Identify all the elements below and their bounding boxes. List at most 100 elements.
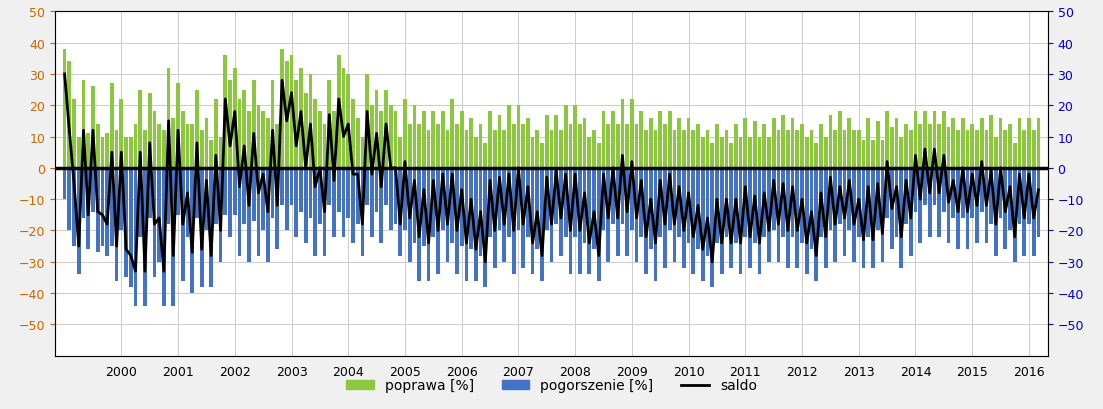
- Bar: [336, 169, 341, 212]
- Bar: [545, 115, 548, 169]
- Bar: [417, 169, 421, 281]
- Bar: [588, 137, 591, 169]
- Bar: [309, 75, 312, 169]
- Bar: [125, 137, 128, 169]
- Bar: [176, 169, 180, 215]
- Bar: [540, 144, 544, 169]
- Bar: [299, 169, 303, 212]
- Bar: [82, 169, 85, 218]
- Bar: [110, 169, 114, 247]
- Bar: [210, 140, 213, 169]
- Bar: [332, 112, 336, 169]
- Line: saldo: saldo: [65, 75, 1038, 272]
- Bar: [148, 94, 151, 169]
- Bar: [1031, 169, 1036, 256]
- Bar: [861, 140, 866, 169]
- Bar: [427, 169, 430, 281]
- Bar: [63, 169, 66, 200]
- Bar: [86, 134, 90, 169]
- Bar: [985, 169, 988, 243]
- Bar: [890, 128, 893, 169]
- Bar: [276, 169, 279, 249]
- Bar: [952, 169, 955, 218]
- Bar: [100, 137, 105, 169]
- Bar: [725, 131, 728, 169]
- Bar: [100, 169, 105, 247]
- Bar: [932, 169, 936, 206]
- Bar: [403, 100, 407, 169]
- Bar: [389, 106, 393, 169]
- Bar: [427, 131, 430, 169]
- Bar: [328, 81, 331, 169]
- Bar: [895, 119, 899, 169]
- Bar: [743, 169, 747, 237]
- Bar: [824, 137, 827, 169]
- Bar: [607, 125, 610, 169]
- Bar: [739, 137, 742, 169]
- Bar: [342, 169, 345, 237]
- Bar: [866, 119, 870, 169]
- Bar: [351, 100, 355, 169]
- Bar: [1008, 125, 1011, 169]
- Bar: [82, 81, 85, 169]
- Bar: [318, 169, 322, 225]
- Bar: [323, 169, 326, 256]
- Bar: [733, 169, 738, 243]
- Bar: [692, 131, 695, 169]
- Bar: [588, 169, 591, 274]
- Bar: [630, 100, 634, 169]
- Bar: [720, 137, 724, 169]
- Bar: [176, 84, 180, 169]
- Bar: [706, 131, 709, 169]
- Bar: [965, 131, 970, 169]
- Bar: [464, 169, 469, 281]
- Bar: [67, 62, 72, 169]
- Bar: [838, 112, 842, 169]
- Bar: [143, 131, 147, 169]
- Bar: [115, 131, 118, 169]
- Bar: [336, 56, 341, 169]
- Bar: [942, 112, 945, 169]
- Bar: [559, 131, 563, 169]
- Bar: [923, 169, 927, 206]
- Bar: [290, 56, 293, 169]
- Bar: [890, 169, 893, 249]
- Bar: [876, 121, 879, 169]
- Bar: [847, 119, 852, 169]
- Bar: [237, 100, 242, 169]
- Bar: [904, 125, 908, 169]
- Bar: [516, 106, 521, 169]
- Bar: [989, 115, 993, 169]
- Bar: [295, 169, 298, 237]
- Bar: [729, 169, 733, 268]
- Bar: [167, 169, 171, 225]
- Bar: [582, 169, 587, 243]
- Bar: [228, 81, 232, 169]
- Bar: [961, 119, 965, 169]
- Bar: [810, 131, 813, 169]
- Bar: [658, 112, 662, 169]
- Bar: [909, 169, 912, 256]
- Bar: [1018, 119, 1021, 169]
- Bar: [1027, 119, 1031, 169]
- Bar: [422, 112, 426, 169]
- Bar: [507, 106, 511, 169]
- Bar: [715, 125, 719, 169]
- Bar: [692, 169, 695, 274]
- Bar: [998, 119, 1003, 169]
- Bar: [261, 169, 265, 231]
- Bar: [346, 75, 350, 169]
- Bar: [351, 169, 355, 243]
- Bar: [408, 169, 411, 262]
- Bar: [592, 169, 596, 249]
- Bar: [1031, 131, 1036, 169]
- Bar: [578, 169, 581, 274]
- Bar: [663, 125, 667, 169]
- Bar: [450, 169, 454, 243]
- Bar: [370, 106, 374, 169]
- Bar: [309, 169, 312, 218]
- Bar: [129, 169, 132, 287]
- Bar: [384, 90, 388, 169]
- Bar: [833, 131, 837, 169]
- Bar: [185, 125, 190, 169]
